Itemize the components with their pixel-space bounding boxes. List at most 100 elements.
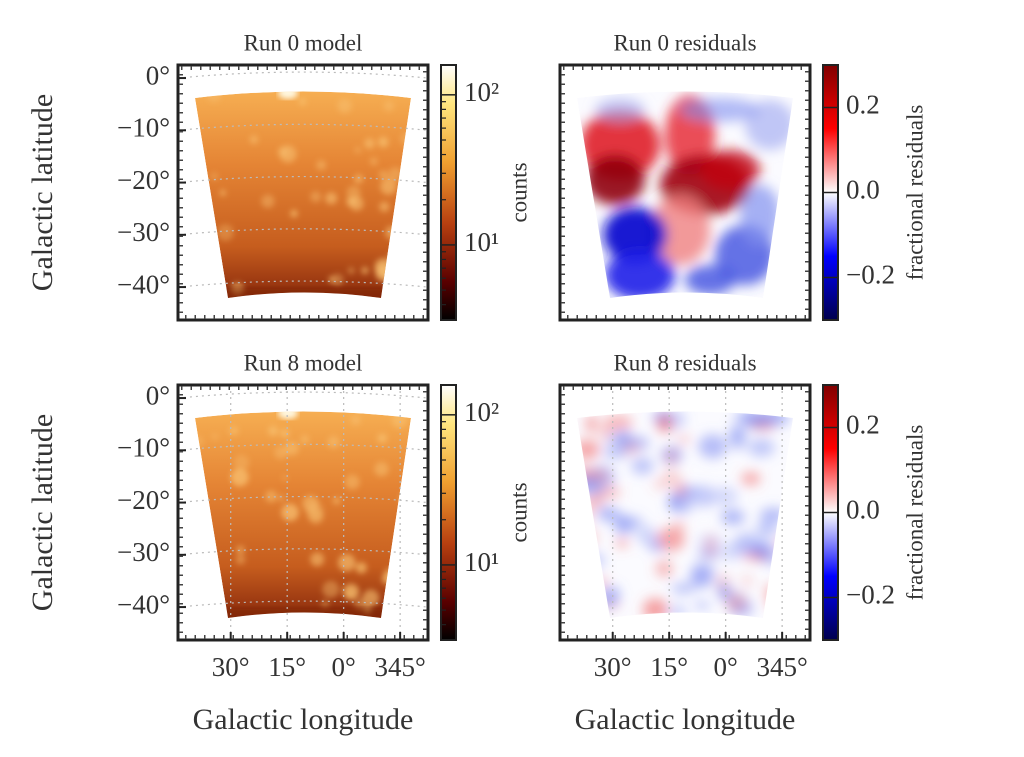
blob bbox=[690, 566, 713, 589]
spot bbox=[268, 425, 279, 436]
spot bbox=[379, 201, 390, 212]
blob bbox=[741, 472, 761, 485]
x-tick-label: 0° bbox=[332, 652, 356, 682]
spot bbox=[391, 412, 407, 428]
edge-dark bbox=[195, 287, 411, 298]
spot bbox=[195, 274, 203, 284]
spot bbox=[362, 589, 380, 607]
panel: 0° −10° −20° −30° −40° Run 0 model Galactic la… bbox=[26, 30, 531, 322]
spot bbox=[384, 271, 395, 282]
panel: Run 0 residuals 0.2 0.0 −0.2 fractional resi… bbox=[558, 30, 927, 322]
spot bbox=[349, 196, 364, 211]
grid-line bbox=[177, 123, 429, 131]
map-spots bbox=[195, 412, 411, 614]
spot bbox=[385, 225, 399, 240]
x-tick-label: 0° bbox=[714, 652, 738, 682]
blob bbox=[745, 100, 793, 150]
spot bbox=[361, 266, 369, 275]
spot bbox=[274, 445, 288, 460]
blob bbox=[582, 529, 597, 547]
grid-line bbox=[177, 495, 429, 504]
x-tick-label: 30° bbox=[212, 652, 250, 682]
spot bbox=[310, 552, 325, 567]
spot bbox=[229, 425, 239, 436]
x-tick-label: 345° bbox=[374, 652, 425, 682]
blob bbox=[741, 574, 753, 587]
x-tick-label: 15° bbox=[268, 652, 306, 682]
blob bbox=[631, 457, 654, 475]
blob bbox=[657, 414, 673, 434]
blob bbox=[656, 528, 685, 552]
grid-line bbox=[177, 443, 429, 451]
blob bbox=[776, 535, 793, 554]
y-axis-label: Galactic latitude bbox=[26, 414, 59, 611]
y-tick-label: −10° bbox=[117, 433, 170, 463]
spot bbox=[377, 136, 389, 148]
spot bbox=[374, 461, 389, 477]
spot bbox=[320, 599, 330, 609]
blob bbox=[700, 150, 760, 190]
edge-dark bbox=[195, 607, 411, 618]
spot bbox=[290, 209, 298, 218]
blob bbox=[668, 493, 694, 514]
blob bbox=[729, 425, 746, 440]
blob bbox=[580, 494, 602, 513]
spot bbox=[235, 554, 246, 565]
grid-line bbox=[177, 71, 429, 79]
colorbar-tick-label: 10¹ bbox=[464, 227, 499, 257]
spot bbox=[350, 415, 361, 425]
blob bbox=[635, 525, 658, 545]
spot bbox=[343, 583, 360, 600]
x-tick-label: 345° bbox=[756, 652, 807, 682]
blob bbox=[665, 448, 677, 467]
colorbar-tick-label: 0.0 bbox=[846, 175, 880, 205]
blob bbox=[759, 519, 773, 535]
blob bbox=[615, 538, 629, 548]
y-tick-label: −20° bbox=[117, 165, 170, 195]
blob bbox=[648, 539, 664, 552]
spot bbox=[280, 428, 290, 438]
blob bbox=[595, 98, 645, 122]
blob bbox=[716, 581, 730, 594]
grid-line bbox=[177, 600, 429, 608]
spot bbox=[300, 435, 310, 444]
spot bbox=[207, 91, 221, 103]
spot bbox=[354, 147, 361, 154]
spot bbox=[217, 224, 234, 241]
spot bbox=[210, 172, 219, 181]
grid-line bbox=[177, 391, 429, 399]
colorbar-tick-label: 0.0 bbox=[846, 495, 880, 525]
spot bbox=[387, 252, 396, 261]
y-tick-label: −30° bbox=[117, 537, 170, 567]
colorbar-tick-label: 10² bbox=[464, 397, 499, 427]
blob bbox=[662, 471, 681, 483]
blob bbox=[650, 195, 710, 265]
spot bbox=[337, 98, 352, 113]
spot bbox=[328, 276, 335, 283]
spot bbox=[380, 178, 397, 195]
spot bbox=[278, 411, 298, 419]
blob bbox=[747, 438, 775, 457]
spot bbox=[322, 580, 340, 598]
spot bbox=[327, 436, 340, 449]
spot bbox=[219, 189, 226, 196]
spot bbox=[399, 492, 411, 507]
sky-map bbox=[195, 91, 411, 298]
blob bbox=[760, 411, 790, 427]
blob bbox=[766, 588, 778, 609]
spot bbox=[333, 497, 340, 505]
colorbar-tick-label: −0.2 bbox=[846, 260, 895, 290]
colorbar-label: fractional residuals bbox=[902, 425, 927, 601]
blob bbox=[698, 434, 727, 459]
spot bbox=[277, 494, 285, 502]
spot bbox=[378, 170, 388, 180]
blob bbox=[603, 414, 633, 431]
spot bbox=[265, 490, 278, 503]
blob bbox=[622, 441, 640, 455]
blob bbox=[734, 532, 758, 554]
blob bbox=[678, 434, 690, 445]
blob bbox=[694, 600, 711, 610]
blob bbox=[585, 414, 598, 433]
axes-frame bbox=[558, 383, 812, 642]
